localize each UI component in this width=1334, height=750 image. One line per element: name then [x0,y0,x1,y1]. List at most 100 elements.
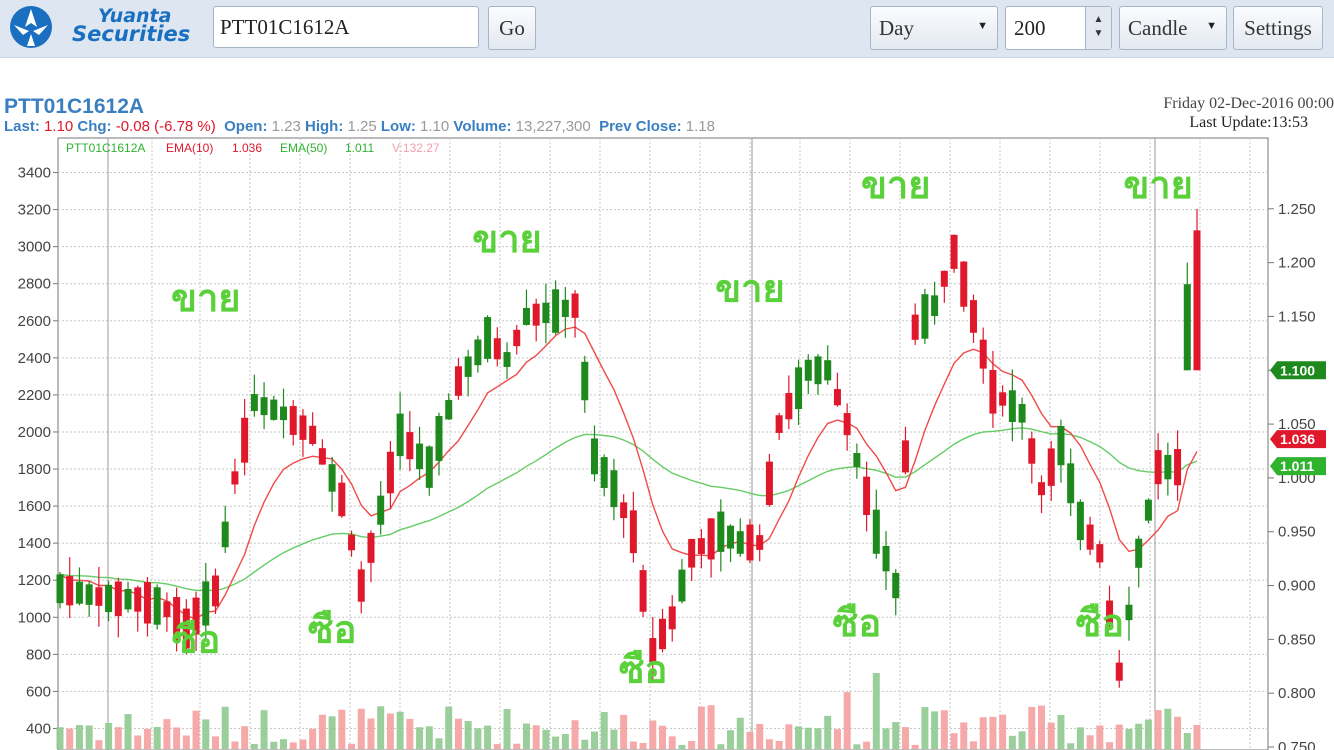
symbol-input[interactable] [213,6,479,48]
volume-bar [532,725,540,749]
candle-body [532,303,540,326]
volume-bar [552,736,560,749]
candle-body [688,538,696,568]
volume-bar [484,725,492,749]
candle-body [192,597,200,635]
volume-bar [775,740,783,749]
price-label-text: 1.100 [1280,362,1315,378]
left-tick-label: 2000 [18,424,51,441]
candle-body [493,338,501,360]
candle-body [348,534,356,551]
volume-bar [493,743,501,749]
right-tick-label: 0.850 [1278,631,1316,648]
candle-body [736,531,744,554]
volume-bar [182,735,190,749]
left-tick-label: 3400 [18,165,51,182]
candle-body [464,356,472,377]
volume-bar [989,716,997,749]
candle-body [629,510,637,554]
volume-bar [1193,725,1201,749]
right-tick-label: 0.800 [1278,685,1316,702]
volume-bar [474,728,482,749]
candle-body [1067,463,1075,504]
candle-body [746,524,754,561]
candle-body [182,608,190,649]
candle-body [367,532,375,563]
volume-bar [833,729,841,749]
candle-body [571,293,579,318]
volume-bar [931,711,939,749]
volume-bar [1125,728,1133,749]
candle-body [785,393,793,420]
chevron-down-icon: ▼ [1206,20,1217,32]
volume-bar [639,742,647,749]
candle-body [979,339,987,369]
chevron-down-icon: ▼ [977,20,988,32]
volume-bar [911,744,919,749]
stepper-arrows-icon[interactable]: ▲ ▼ [1085,7,1111,49]
volume-bar [280,739,288,749]
volume-bar [795,726,803,749]
period-select[interactable]: Day ▼ [870,6,998,50]
chart-date: Friday 02-Dec-2016 00:00 [1163,95,1334,112]
candle-body [1125,604,1133,621]
volume-bar [386,713,394,749]
candle-body [153,587,161,625]
volume-bar [211,736,219,749]
candle-body [1028,438,1036,464]
settings-button[interactable]: Settings [1233,6,1323,50]
volume-bar [231,741,239,749]
candle-body [843,413,851,436]
volume-bar [561,733,569,749]
volume-bar [454,718,462,749]
candle-body [969,300,977,333]
chart-symbol-title: PTT01C1612A [4,95,145,118]
candle-body [513,329,521,347]
volume-bar [785,724,793,749]
settings-label: Settings [1244,15,1312,40]
volume-bar [1067,743,1075,749]
volume-bar [824,715,832,749]
volume-bar [250,744,258,749]
volume-bar [727,730,735,749]
volume-bar [872,672,880,749]
chart-type-select[interactable]: Candle ▼ [1119,6,1227,50]
candle-body [863,476,871,515]
candle-body [328,464,336,492]
volume-bar [892,722,900,749]
volume-bar [75,725,83,749]
candle-body [795,367,803,410]
candle-body [1193,230,1201,371]
candle-body [940,270,948,287]
volume-bar [950,733,958,749]
candle-body [765,461,773,505]
bars-stepper[interactable]: 200 ▲ ▼ [1005,6,1112,50]
candle-body [260,397,268,416]
volume-bar [571,720,579,749]
volume-bar [56,727,64,749]
last-label: Last: [4,118,40,135]
candle-body [163,601,171,618]
volume-bar [416,727,424,749]
candle-body [56,574,64,604]
candle-body [756,535,764,550]
volume-bar [901,727,909,749]
legend-label: PTT01C1612A [66,141,145,155]
volume-bar [843,692,851,749]
candle-body [639,570,647,612]
volume-bar [513,743,521,749]
left-tick-label: 3200 [18,202,51,219]
bars-value: 200 [1014,16,1046,40]
signal-annotation: ขาย [861,163,931,207]
high-value: 1.25 [347,118,377,135]
go-button[interactable]: Go [488,6,536,50]
candle-body [396,413,404,457]
volume-bar [299,739,307,749]
candle-body [309,425,317,444]
candle-body [542,302,550,324]
candle-body [659,618,667,650]
volume-bar [1086,735,1094,749]
candle-body [280,406,288,421]
volume-bar [629,741,637,749]
